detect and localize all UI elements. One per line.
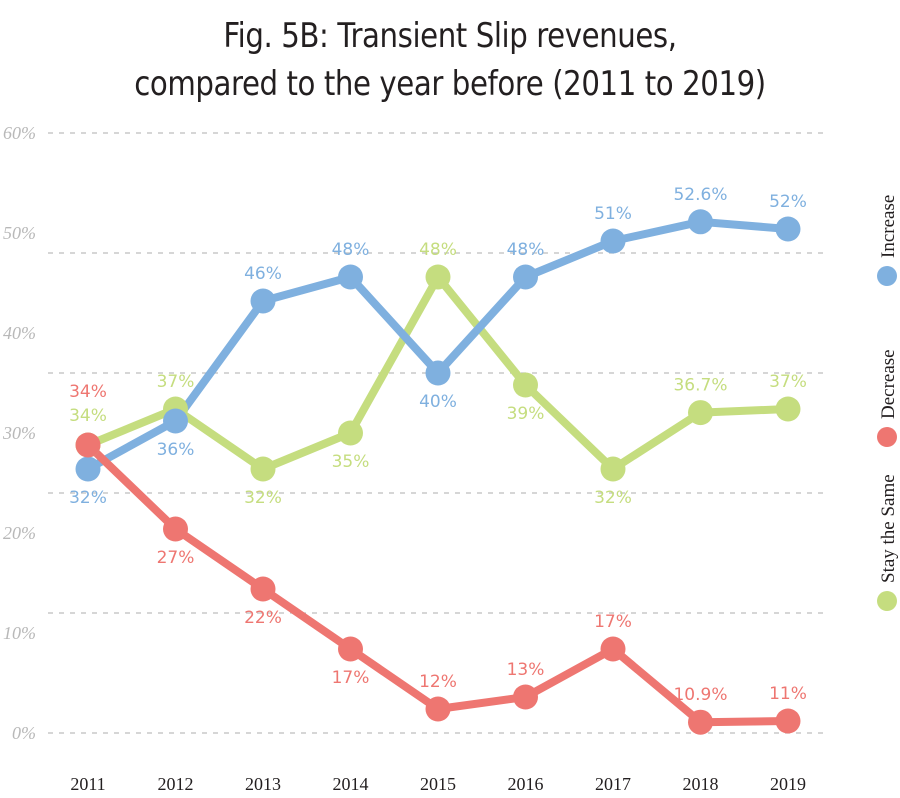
y-tick-label: 50% — [3, 223, 36, 243]
data-label: 35% — [332, 452, 370, 472]
legend-item-increase: Increase — [877, 195, 899, 286]
x-tick-label: 2017 — [595, 774, 631, 794]
data-point-stay-the-same — [338, 420, 363, 446]
data-label: 48% — [332, 240, 370, 260]
legend-marker — [877, 427, 897, 447]
data-point-stay-the-same — [513, 372, 538, 398]
legend-item-decrease: Decrease — [877, 349, 899, 447]
data-label: 52% — [769, 192, 807, 212]
data-label: 37% — [157, 372, 195, 392]
data-point-stay-the-same — [250, 456, 276, 482]
series-lines — [85, 217, 789, 727]
y-tick-label: 40% — [3, 323, 36, 343]
data-label: 40% — [419, 392, 457, 412]
chart-title-line-1: Fig. 5B: Transient Slip revenues, — [223, 16, 677, 56]
legend: Increase Decrease Stay the Same — [877, 195, 899, 611]
x-tick-label: 2015 — [420, 774, 456, 794]
x-tick-label: 2012 — [158, 774, 194, 794]
data-label: 39% — [507, 404, 545, 424]
x-axis-tick-labels: 2011 2012 2013 2014 2015 2016 2017 2018 2019 — [70, 774, 806, 794]
data-label: 34% — [69, 406, 107, 426]
x-tick-label: 2018 — [683, 774, 719, 794]
data-label: 27% — [157, 548, 195, 568]
data-label: 11% — [769, 684, 807, 704]
legend-marker — [877, 591, 897, 611]
data-label: 48% — [419, 240, 457, 260]
data-point-increase — [250, 288, 276, 314]
data-label: 36% — [157, 440, 195, 460]
data-point-decrease — [250, 576, 276, 602]
chart-title: Fig. 5B: Transient Slip revenues, compar… — [63, 12, 837, 108]
data-point-decrease — [688, 709, 713, 735]
legend-label: Stay the Same — [878, 474, 899, 583]
legend-item-stay-the-same: Stay the Same — [877, 474, 899, 611]
data-labels: 34% 37% 32% 35% 48% 39% 32% 36.7% 37% 32% 36% 46% 48… — [69, 185, 807, 705]
legend-marker — [877, 266, 897, 286]
data-point-increase — [775, 216, 801, 242]
data-point-stay-the-same — [600, 456, 626, 482]
data-point-increase — [600, 228, 626, 254]
legend-label: Decrease — [878, 349, 899, 419]
x-tick-label: 2011 — [70, 774, 105, 794]
data-point-increase — [75, 456, 101, 482]
data-point-increase — [163, 408, 188, 434]
data-label: 17% — [594, 612, 632, 632]
data-point-decrease — [425, 696, 451, 722]
data-point-stay-the-same — [688, 400, 713, 426]
y-axis-tick-labels: 60% 50% 40% 30% 20% 10% 0% — [2, 123, 36, 743]
y-tick-label: 30% — [2, 423, 36, 443]
data-point-increase — [513, 264, 538, 290]
x-tick-label: 2016 — [508, 774, 544, 794]
data-point-stay-the-same — [775, 396, 801, 422]
data-label: 12% — [419, 672, 457, 692]
x-tick-label: 2013 — [245, 774, 281, 794]
data-label: 34% — [69, 382, 107, 402]
data-label: 22% — [244, 608, 282, 628]
data-label: 51% — [594, 204, 632, 224]
data-label: 36.7% — [673, 376, 727, 396]
data-label: 32% — [594, 488, 632, 508]
data-label: 32% — [244, 488, 282, 508]
data-label: 17% — [332, 668, 370, 688]
y-tick-label: 20% — [3, 523, 36, 543]
data-point-decrease — [75, 432, 101, 458]
data-point-decrease — [600, 636, 626, 662]
data-point-decrease — [775, 708, 801, 734]
x-tick-label: 2019 — [770, 774, 806, 794]
data-label: 48% — [507, 240, 545, 260]
data-label: 37% — [769, 372, 807, 392]
y-tick-label: 10% — [3, 623, 36, 643]
data-point-increase — [338, 264, 363, 290]
y-tick-label: 0% — [12, 723, 36, 743]
data-label: 32% — [69, 488, 107, 508]
data-label: 52.6% — [673, 185, 727, 205]
series-points — [75, 209, 801, 735]
y-tick-label: 60% — [3, 123, 36, 143]
data-point-decrease — [163, 516, 188, 542]
data-point-decrease — [513, 684, 538, 710]
data-label: 13% — [507, 660, 545, 680]
legend-label: Increase — [878, 195, 899, 258]
chart-title-line-2: compared to the year before (2011 to 201… — [134, 64, 766, 104]
data-label: 10.9% — [673, 685, 727, 705]
x-tick-label: 2014 — [333, 774, 369, 794]
data-point-decrease — [338, 636, 363, 662]
data-point-increase — [688, 209, 713, 235]
data-label: 46% — [244, 264, 282, 284]
data-point-stay-the-same — [425, 264, 451, 290]
data-point-increase — [425, 360, 451, 386]
